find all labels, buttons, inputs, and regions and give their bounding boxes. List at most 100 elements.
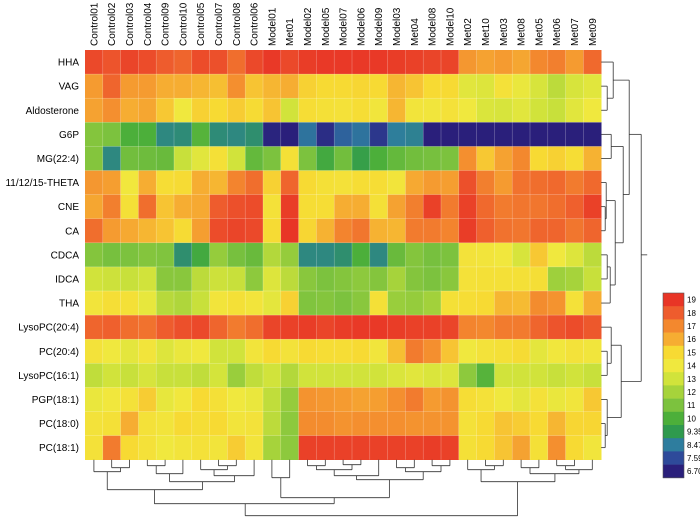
heatmap-cell xyxy=(280,50,299,75)
row-label: MG(22:4) xyxy=(37,154,79,165)
heatmap-cell xyxy=(138,170,157,195)
legend-label: 16 xyxy=(687,335,696,344)
heatmap-cell xyxy=(476,242,495,268)
heatmap-cell xyxy=(530,122,549,147)
heatmap-cell xyxy=(174,435,193,460)
heatmap-cell xyxy=(191,387,210,412)
column-label: Control06 xyxy=(250,2,261,46)
heatmap-cell xyxy=(191,363,210,388)
heatmap-cell xyxy=(458,291,477,316)
heatmap-cell xyxy=(120,315,139,340)
heatmap-cell xyxy=(138,363,157,388)
heatmap-cell xyxy=(174,122,193,147)
heatmap-cell xyxy=(512,146,531,171)
column-label: Model10 xyxy=(445,7,456,46)
heatmap-cell xyxy=(85,194,104,219)
heatmap-cell xyxy=(405,170,424,195)
row-label: THA xyxy=(59,299,79,310)
heatmap-cell xyxy=(209,50,228,75)
heatmap-cell xyxy=(138,435,157,460)
row-labels: HHA VAG Aldosterone G6P MG(22:4) 11/12/15-THE… xyxy=(5,58,79,455)
heatmap-cell xyxy=(138,218,157,244)
heatmap-cell xyxy=(352,411,371,436)
heatmap-cell xyxy=(476,435,495,460)
heatmap-cell xyxy=(369,146,388,171)
heatmap-cell xyxy=(547,122,566,147)
column-label: Met01 xyxy=(285,18,296,46)
heatmap-cell xyxy=(565,435,584,460)
heatmap-cell xyxy=(494,363,513,388)
heatmap-cell xyxy=(512,435,531,460)
heatmap-cell xyxy=(476,194,495,219)
heatmap-cell xyxy=(334,218,353,244)
heatmap-cell xyxy=(209,339,228,364)
heatmap-cell xyxy=(138,242,157,268)
heatmap-cell xyxy=(583,218,602,244)
heatmap-cell xyxy=(209,387,228,412)
heatmap-cell xyxy=(530,218,549,244)
heatmap-cell xyxy=(245,266,264,292)
heatmap-cell xyxy=(227,363,246,388)
heatmap-cell xyxy=(191,98,210,123)
legend-swatch xyxy=(663,332,684,347)
heatmap-cell xyxy=(209,291,228,316)
heatmap-cell xyxy=(565,194,584,219)
heatmap-cell xyxy=(156,74,175,99)
heatmap-cell xyxy=(316,74,335,99)
color-legend: 19 18 17 16 15 14 13 12 11 10 9.35 8.47 7.59 6.70 xyxy=(662,292,700,479)
heatmap-cell xyxy=(156,411,175,436)
heatmap-cell xyxy=(476,50,495,75)
heatmap-cell xyxy=(405,98,424,123)
heatmap-cell xyxy=(583,315,602,340)
row-label: CNE xyxy=(58,202,79,213)
heatmap-cell xyxy=(352,98,371,123)
row-label: Aldosterone xyxy=(26,106,80,117)
heatmap-cell xyxy=(512,122,531,147)
heatmap-cell xyxy=(174,170,193,195)
heatmap-cell xyxy=(102,315,121,340)
heatmap-cell xyxy=(316,146,335,171)
heatmap-cell xyxy=(102,242,121,268)
heatmap-cell xyxy=(494,74,513,99)
heatmap-cell xyxy=(423,315,442,340)
heatmap-cell xyxy=(494,146,513,171)
heatmap-cell xyxy=(102,50,121,75)
heatmap-cell xyxy=(494,435,513,460)
heatmap-cell xyxy=(280,74,299,99)
heatmap-cell xyxy=(547,387,566,412)
heatmap-cell xyxy=(530,50,549,75)
heatmap-cell xyxy=(227,170,246,195)
heatmap-cell xyxy=(458,242,477,268)
heatmap-cell xyxy=(423,266,442,292)
heatmap-cell xyxy=(441,194,460,219)
heatmap-cell xyxy=(441,291,460,316)
heatmap-cell xyxy=(387,315,406,340)
heatmap-cell xyxy=(369,339,388,364)
heatmap-cell xyxy=(547,291,566,316)
heatmap-cell xyxy=(209,170,228,195)
heatmap-cell xyxy=(369,291,388,316)
heatmap-cell xyxy=(423,363,442,388)
heatmap-cell xyxy=(405,122,424,147)
heatmap-cell xyxy=(334,242,353,268)
heatmap-cell xyxy=(209,266,228,292)
heatmap-cell xyxy=(387,170,406,195)
column-label: Met04 xyxy=(410,18,421,46)
legend-label: 9.35 xyxy=(687,428,700,437)
column-label: Met07 xyxy=(570,18,581,46)
heatmap-cell xyxy=(476,146,495,171)
heatmap-cell xyxy=(530,266,549,292)
heatmap-cell xyxy=(423,387,442,412)
heatmap-cell xyxy=(227,98,246,123)
heatmap-cell xyxy=(476,266,495,292)
heatmap-cell xyxy=(263,218,282,244)
heatmap-cell xyxy=(423,291,442,316)
legend-label: 12 xyxy=(687,388,696,397)
heatmap-cell xyxy=(547,363,566,388)
heatmap-cell xyxy=(156,291,175,316)
heatmap-cell xyxy=(102,266,121,292)
heatmap-cell xyxy=(547,218,566,244)
heatmap-cell xyxy=(423,218,442,244)
heatmap-cell xyxy=(458,218,477,244)
